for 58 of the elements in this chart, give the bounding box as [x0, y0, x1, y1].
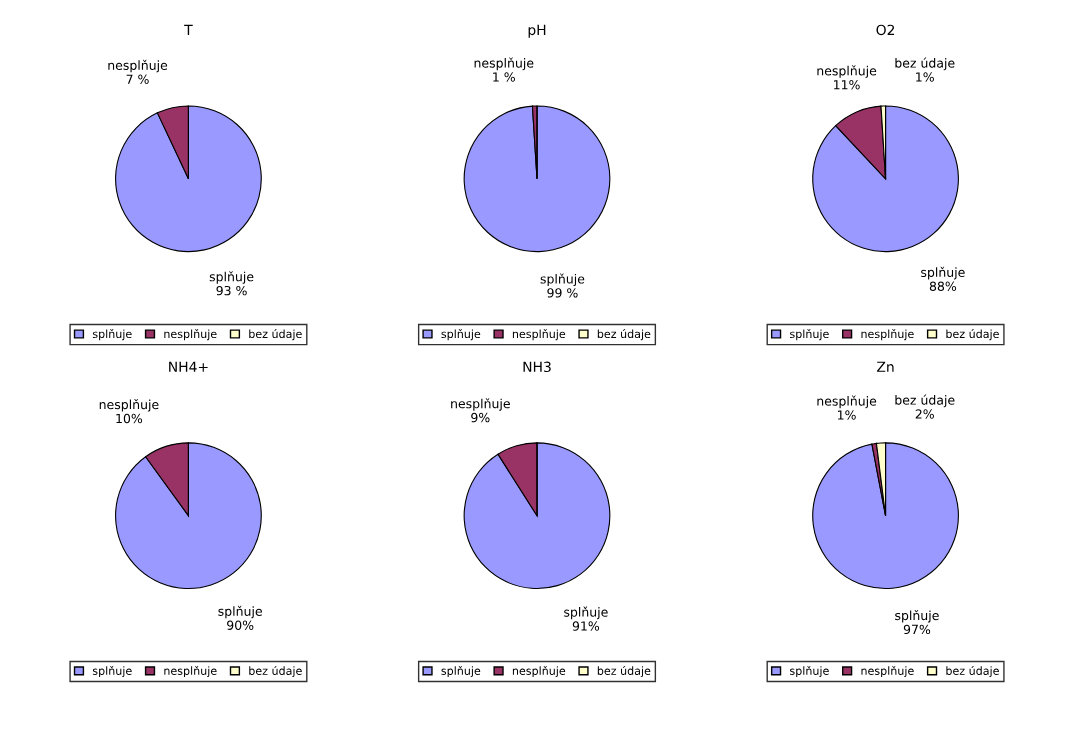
chart-title: T [184, 24, 193, 35]
legend-label: splňuje [441, 665, 481, 678]
legend-label: nesplňuje [164, 665, 217, 678]
pie-slice [463, 442, 611, 590]
pie-slice [463, 105, 611, 253]
slice-label: nesplňuje [817, 395, 877, 409]
data-label: 1 % [493, 72, 515, 82]
legend-label: bez údaje [946, 665, 999, 678]
data-label: 91% [572, 621, 600, 631]
data-label: 11% [834, 79, 860, 90]
slice-label: splňuje [921, 266, 965, 280]
chart-title: Zn [877, 361, 894, 372]
data-label: 7 % [126, 74, 149, 84]
pie-slice [115, 105, 262, 253]
slice-label: bez údaje [895, 57, 955, 71]
chart-title: O2 [876, 24, 895, 36]
data-label: 90% [227, 620, 254, 630]
legend-label: splňuje [790, 665, 829, 678]
slice-label: nesplňuje [108, 59, 168, 73]
legend-label: nesplňuje [164, 329, 217, 341]
slice-label: bez údaje [895, 394, 955, 408]
data-label: 1% [916, 72, 934, 82]
legend-label: bez údaje [946, 329, 999, 341]
legend-label: bez údaje [597, 329, 651, 341]
data-label: 9% [471, 412, 490, 423]
legend-label: nesplňuje [861, 329, 914, 341]
legend-label: bez údaje [249, 329, 302, 341]
pie-slice [812, 442, 959, 590]
slice-label: splňuje [895, 609, 939, 623]
data-label: 88% [929, 281, 957, 291]
chart-title: pH [528, 24, 546, 38]
legend-label: bez údaje [249, 665, 302, 678]
legend-label: nesplňuje [512, 329, 566, 341]
legend-label: nesplňuje [861, 665, 914, 678]
data-label: 1% [838, 410, 856, 420]
slice-label: splňuje [209, 271, 254, 284]
legend-label: splňuje [92, 329, 132, 341]
data-label: 2% [915, 409, 934, 419]
slice-label: splňuje [540, 273, 585, 287]
slice-label: splňuje [218, 605, 262, 619]
slice-label: nesplňuje [451, 398, 510, 411]
slice-label: nesplňuje [99, 399, 159, 412]
slice-label: nesplňuje [474, 57, 534, 71]
slice-label: splňuje [564, 606, 608, 620]
legend-label: nesplňuje [512, 665, 566, 678]
legend-label: splňuje [92, 665, 132, 678]
pie-slice [812, 105, 959, 253]
pie-slice [115, 442, 262, 590]
data-label: 93 % [216, 285, 247, 296]
chart-title: NH4+ [169, 361, 208, 372]
chart-title: NH3 [523, 361, 551, 373]
data-label: 10% [116, 413, 143, 424]
legend-label: splňuje [441, 329, 481, 341]
legend-label: bez údaje [597, 665, 651, 678]
data-label: 97% [903, 624, 931, 635]
data-label: 99 % [547, 288, 578, 298]
legend-label: splňuje [790, 329, 829, 341]
slice-label: nesplňuje [817, 65, 877, 78]
